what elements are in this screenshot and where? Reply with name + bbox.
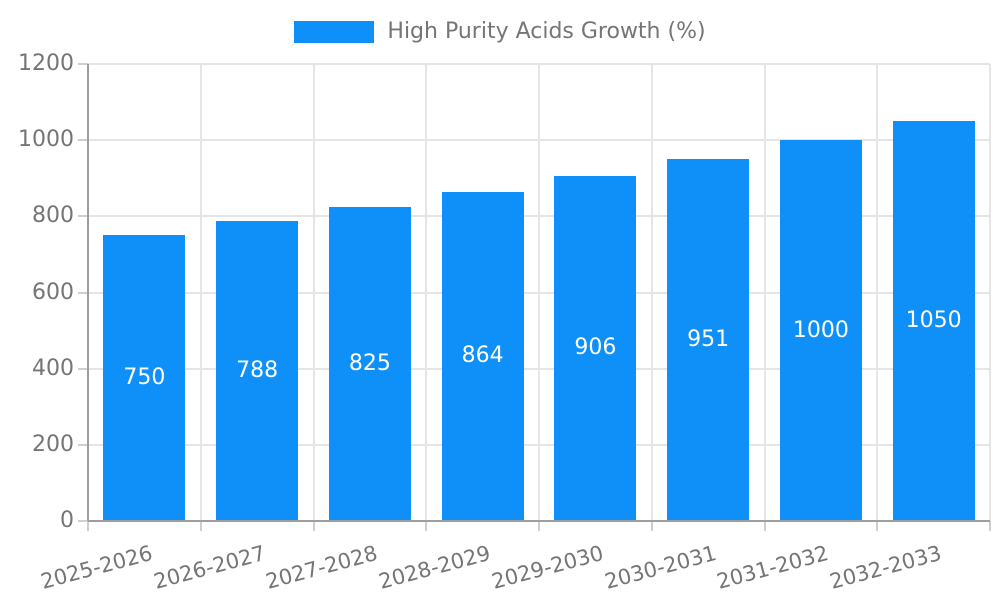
- x-tick-label: 2025-2026: [38, 540, 155, 594]
- x-tick-mark: [763, 521, 766, 531]
- y-tick-mark: [78, 139, 88, 142]
- legend-swatch: [294, 21, 375, 43]
- x-tick-label: 2027-2028: [263, 540, 381, 594]
- bar-value-label: 1050: [905, 308, 962, 334]
- bar-value-label: 1000: [792, 317, 849, 343]
- x-tick-label: 2031-2032: [714, 540, 832, 594]
- x-gridline: [989, 64, 991, 521]
- y-tick-mark: [78, 63, 88, 65]
- y-tick-mark: [78, 520, 88, 522]
- y-tick-mark: [78, 215, 88, 218]
- x-gridline: [312, 64, 315, 521]
- bar-value-label: 788: [236, 357, 279, 383]
- bar[interactable]: [779, 140, 862, 521]
- x-gridline: [876, 64, 879, 521]
- x-tick-mark: [312, 521, 315, 531]
- bar-value-label: 906: [574, 335, 617, 361]
- bar-value-label: 750: [123, 365, 166, 391]
- y-tick-label: 200: [32, 431, 74, 457]
- x-tick-mark: [199, 521, 202, 531]
- bar-value-label: 864: [461, 343, 504, 369]
- y-tick-mark: [78, 367, 88, 370]
- x-tick-label: 2030-2031: [601, 540, 719, 594]
- y-tick-label: 1200: [18, 51, 74, 76]
- legend[interactable]: High Purity Acids Growth (%): [0, 14, 1000, 50]
- y-tick-mark: [78, 443, 88, 446]
- x-tick-mark: [650, 521, 653, 531]
- bar[interactable]: [328, 206, 411, 521]
- bar[interactable]: [667, 158, 750, 521]
- x-tick-label: 2029-2030: [489, 540, 606, 594]
- y-tick-label: 0: [60, 508, 74, 533]
- x-tick-mark: [538, 521, 540, 531]
- x-tick-mark: [989, 521, 991, 531]
- bar[interactable]: [441, 191, 524, 521]
- y-tick-label: 400: [32, 355, 74, 381]
- bar[interactable]: [554, 175, 637, 521]
- x-tick-label: 2028-2029: [376, 540, 494, 594]
- bar[interactable]: [892, 121, 975, 521]
- x-tick-mark: [876, 521, 879, 531]
- y-tick-label: 800: [32, 203, 74, 229]
- x-tick-label: 2026-2027: [150, 540, 268, 594]
- y-tick-label: 600: [32, 279, 74, 305]
- bar[interactable]: [216, 220, 299, 521]
- y-tick-mark: [78, 291, 88, 294]
- x-gridline: [538, 64, 540, 521]
- x-tick-mark: [425, 521, 428, 531]
- bar-value-label: 825: [348, 350, 391, 376]
- x-axis-line: [88, 520, 990, 522]
- x-gridline: [763, 64, 766, 521]
- x-gridline: [425, 64, 428, 521]
- x-gridline: [199, 64, 202, 521]
- x-gridline: [650, 64, 653, 521]
- bar[interactable]: [103, 235, 186, 521]
- x-tick-label: 2032-2033: [827, 540, 945, 594]
- bar-value-label: 951: [687, 326, 730, 352]
- y-axis-line: [87, 64, 89, 521]
- x-tick-mark: [87, 521, 89, 531]
- legend-label: High Purity Acids Growth (%): [387, 19, 706, 44]
- y-tick-label: 1000: [18, 127, 74, 153]
